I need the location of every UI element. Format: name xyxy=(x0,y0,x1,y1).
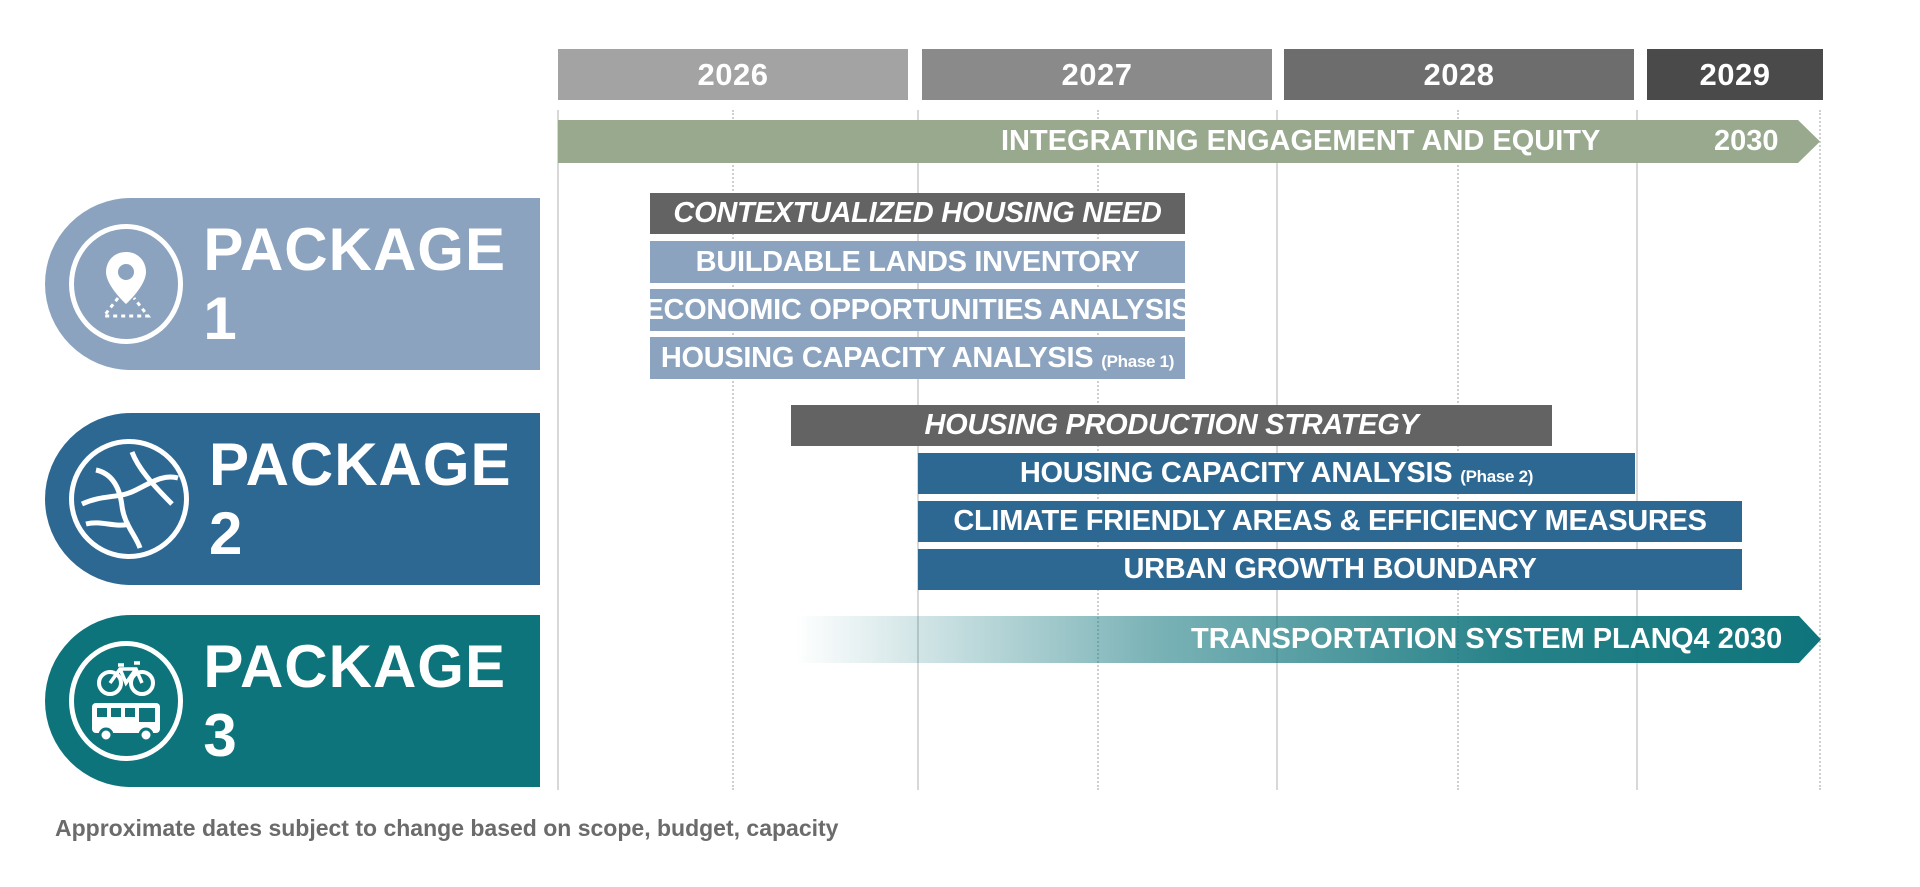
package-1-tab: PACKAGE 1 xyxy=(45,198,540,370)
task-buildable-lands-inventory: BUILDABLE LANDS INVENTORY xyxy=(650,241,1185,283)
package-3-tab: PACKAGE 3 xyxy=(45,615,540,787)
task-economic-opportunities-analysis: ECONOMIC OPPORTUNITIES ANALYSIS xyxy=(644,289,1191,331)
task-climate-friendly-areas: CLIMATE FRIENDLY AREAS & EFFICIENCY MEAS… xyxy=(918,501,1742,542)
engagement-label: INTEGRATING ENGAGEMENT AND EQUITY xyxy=(1001,125,1601,157)
year-2028: 2028 xyxy=(1284,49,1634,100)
transportation-system-plan-arrow: TRANSPORTATION SYSTEM PLAN Q4 2030 xyxy=(795,616,1821,663)
phase-note: (Phase 2) xyxy=(1460,467,1534,486)
year-2027: 2027 xyxy=(922,49,1272,100)
transportation-arrow-shape xyxy=(795,616,1821,663)
transportation-end-label: Q4 2030 xyxy=(1671,623,1783,655)
package-2-tab: PACKAGE 2 xyxy=(45,413,540,585)
grid-line xyxy=(1636,110,1638,790)
package-2-label: PACKAGE 2 xyxy=(209,431,512,567)
year-2026: 2026 xyxy=(558,49,908,100)
task-label: HOUSING CAPACITY ANALYSIS xyxy=(660,341,1094,374)
year-2029: 2029 xyxy=(1647,49,1823,100)
task-housing-production-strategy: HOUSING PRODUCTION STRATEGY xyxy=(791,405,1552,446)
engagement-arrow-shape xyxy=(558,120,1820,163)
package-1-label: PACKAGE 1 xyxy=(203,216,506,352)
grid-line xyxy=(1276,110,1278,790)
bike-bus-icon xyxy=(69,641,184,761)
engagement-arrow: INTEGRATING ENGAGEMENT AND EQUITY 2030 xyxy=(558,120,1820,163)
grid-line xyxy=(1819,110,1821,790)
grid-line xyxy=(557,110,559,790)
engagement-end-label: 2030 xyxy=(1714,125,1779,157)
task-contextualized-housing-need: CONTEXTUALIZED HOUSING NEED xyxy=(650,193,1185,234)
map-pin-icon xyxy=(69,224,184,344)
footnote: Approximate dates subject to change base… xyxy=(55,815,839,841)
package-3-label: PACKAGE 3 xyxy=(203,633,506,769)
grid-line xyxy=(917,110,919,790)
transportation-system-plan-label: TRANSPORTATION SYSTEM PLAN xyxy=(1191,623,1672,655)
task-label: HOUSING CAPACITY ANALYSIS xyxy=(1019,457,1453,489)
task-housing-capacity-analysis-phase-2: HOUSING CAPACITY ANALYSIS (Phase 2) xyxy=(918,453,1635,494)
task-urban-growth-boundary: URBAN GROWTH BOUNDARY xyxy=(918,549,1742,590)
task-housing-capacity-analysis-phase-1: HOUSING CAPACITY ANALYSIS (Phase 1) xyxy=(650,337,1185,379)
grid-line xyxy=(1097,110,1099,790)
grid-line xyxy=(732,110,734,790)
grid-line xyxy=(1457,110,1459,790)
map-icon xyxy=(69,439,189,559)
phase-note: (Phase 1) xyxy=(1101,352,1175,371)
